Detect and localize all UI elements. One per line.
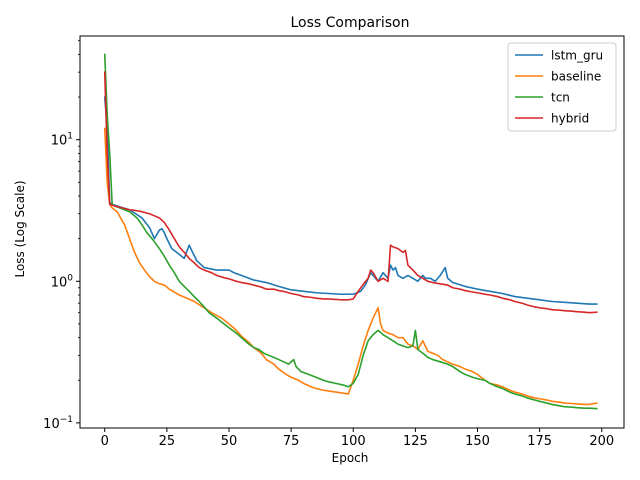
- legend-box: [507, 42, 617, 132]
- chart-title: Loss Comparison: [291, 15, 410, 31]
- x-tick-label: 175: [527, 434, 552, 449]
- plot-frame: [79, 35, 625, 429]
- series-line-lstm-gru: [103, 96, 598, 305]
- y-axis: 10−1 100 101: [43, 40, 80, 432]
- series-layer: [103, 53, 598, 410]
- legend: lstm_gru baseline tcn hybrid: [507, 42, 617, 132]
- y-axis-label: Loss (Log Scale): [13, 180, 27, 277]
- x-tick-label: 75: [283, 434, 300, 449]
- x-tick-label: 25: [159, 434, 176, 449]
- plot-area: [79, 35, 625, 429]
- x-tick-label: 200: [589, 434, 614, 449]
- y-tick-label: 100: [51, 273, 74, 290]
- y-tick-label: 101: [51, 132, 73, 149]
- x-axis-label: Epoch: [332, 451, 369, 465]
- series-line-baseline: [103, 127, 598, 406]
- legend-label: tcn: [551, 91, 570, 105]
- series-line-tcn: [103, 53, 598, 410]
- y-tick-label: 10−1: [43, 415, 73, 432]
- x-tick-label: 50: [221, 434, 238, 449]
- series-line-hybrid: [103, 71, 598, 314]
- x-tick-label: 0: [101, 434, 109, 449]
- x-tick-label: 150: [465, 434, 490, 449]
- legend-label: baseline: [551, 70, 601, 84]
- x-tick-label: 125: [403, 434, 428, 449]
- legend-label: hybrid: [551, 112, 589, 126]
- x-tick-label: 100: [341, 434, 366, 449]
- x-axis: 0 25 50 75 100 125 150 175 200: [101, 428, 614, 449]
- legend-label: lstm_gru: [551, 49, 603, 63]
